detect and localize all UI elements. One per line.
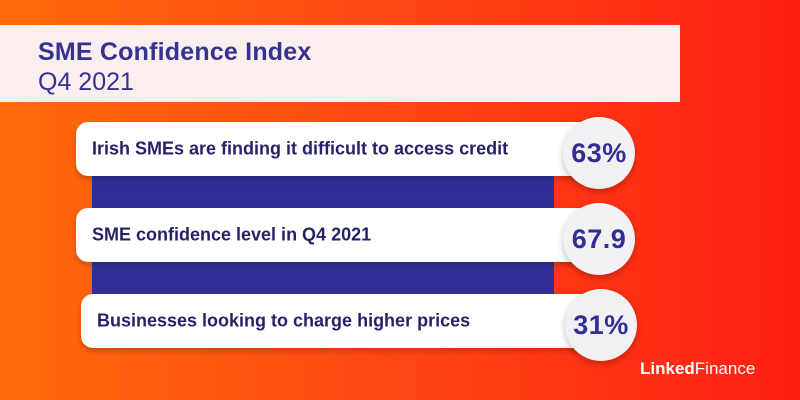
logo-bold-text: Linked — [640, 359, 695, 378]
logo-regular-text: Finance — [694, 359, 756, 378]
stat-card-confidence-level: SME confidence level in Q4 2021 — [76, 208, 610, 262]
stat-label: Irish SMEs are finding it difficult to a… — [92, 138, 509, 159]
stat-card-credit-access: Irish SMEs are finding it difficult to a… — [76, 122, 610, 176]
page-title: SME Confidence Index — [38, 38, 312, 66]
page-subtitle: Q4 2021 — [38, 68, 134, 96]
stat-label: Businesses looking to charge higher pric… — [97, 310, 471, 331]
stat-label: SME confidence level in Q4 2021 — [92, 224, 372, 245]
stat-value-badge: 31% — [565, 289, 637, 361]
linked-finance-logo: LinkedFinance — [640, 359, 755, 379]
stat-value-badge: 67.9 — [563, 203, 635, 275]
title-panel — [0, 25, 680, 102]
stat-value-badge: 63% — [563, 117, 635, 189]
connector-band-1 — [92, 172, 554, 212]
stat-card-higher-prices: Businesses looking to charge higher pric… — [81, 294, 610, 348]
connector-band-2 — [92, 258, 554, 296]
